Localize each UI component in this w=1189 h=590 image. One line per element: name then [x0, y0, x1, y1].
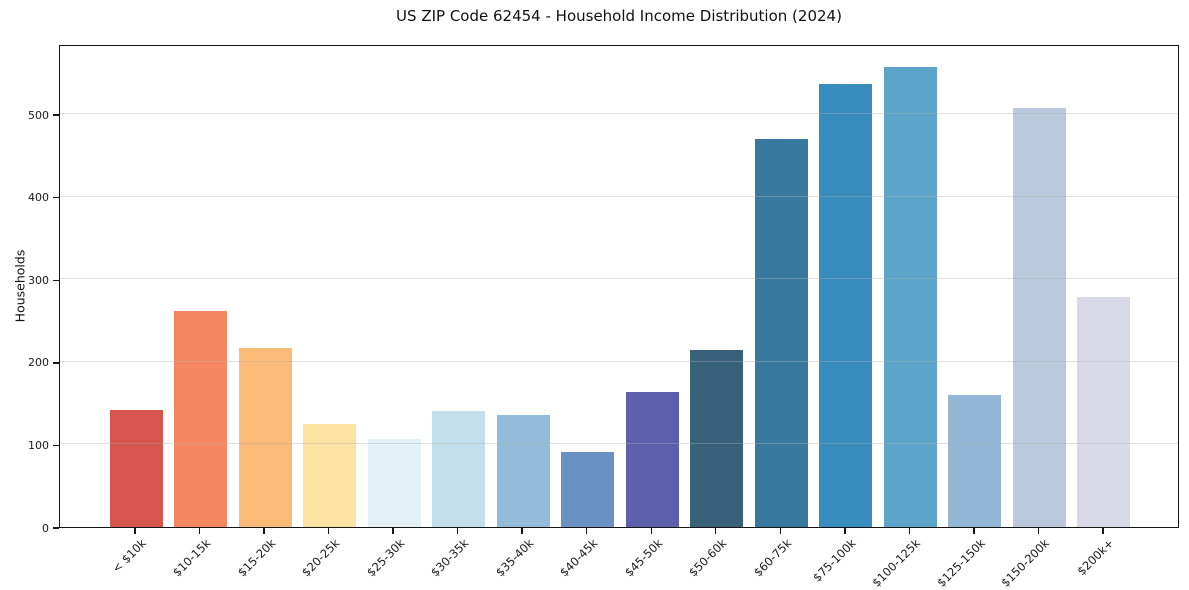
- y-tick-label-200: 200: [28, 356, 49, 370]
- x-tick-mark-15-20k: [263, 528, 265, 534]
- x-tick-mark-75-100k: [844, 528, 846, 534]
- bar-10-15k: [174, 310, 228, 527]
- x-tick-label-50-60k: $50-60k: [686, 536, 730, 580]
- x-tick-mark-200k+: [1102, 528, 1104, 534]
- x-tick-mark-40-45k: [586, 528, 588, 534]
- x-tick-label-40-45k: $40-45k: [557, 536, 601, 580]
- x-tick-mark-50-60k: [715, 528, 717, 534]
- x-tick-mark-35-40k: [521, 528, 523, 534]
- bar-75-100k: [819, 84, 873, 527]
- bar-45-50k: [625, 392, 679, 527]
- bar-15-20k: [238, 347, 292, 527]
- x-tick-mark-45-50k: [650, 528, 652, 534]
- bar-50-60k: [690, 349, 744, 527]
- bar-20-25k: [303, 423, 357, 527]
- y-tick-label-300: 300: [28, 273, 49, 287]
- bar-30-35k: [432, 410, 486, 527]
- x-tick-label-75-100k: $75-100k: [810, 536, 859, 585]
- x-tick-label-60-75k: $60-75k: [750, 536, 795, 580]
- y-tick-mark-0: [53, 527, 59, 529]
- x-tick-label-20-25k: $20-25k: [299, 536, 343, 580]
- x-tick-label-200k+: $200k+: [1074, 536, 1117, 579]
- gridline-y-100: [60, 443, 1178, 445]
- y-tick-mark-500: [53, 114, 59, 116]
- y-tick-label-400: 400: [28, 191, 49, 205]
- x-tick-label-10-15k: $10-15k: [170, 536, 214, 580]
- x-tick-mark-20-25k: [327, 528, 330, 534]
- x-tick-label-30-35k: $30-35k: [428, 536, 472, 580]
- x-tick-mark-10-15k: [198, 528, 201, 534]
- chart-title: US ZIP Code 62454 - Household Income Dis…: [396, 7, 842, 25]
- bar-100-125k: [883, 67, 937, 527]
- bar-125-150k: [948, 394, 1002, 527]
- x-tick-mark-100-125k: [908, 528, 911, 534]
- x-tick-label-10k: < $10k: [109, 536, 149, 576]
- y-tick-mark-400: [53, 197, 59, 199]
- bar-25-30k: [367, 438, 421, 527]
- x-tick-label-25-30k: $25-30k: [363, 536, 408, 580]
- y-tick-label-500: 500: [28, 108, 49, 122]
- bar-10k: [109, 409, 163, 527]
- gridline-y-300: [60, 278, 1178, 280]
- x-tick-mark-10k: [134, 528, 136, 534]
- x-tick-mark-25-30k: [392, 528, 394, 534]
- x-tick-label-125-150k: $125-150k: [934, 536, 988, 590]
- x-tick-label-35-40k: $35-40k: [492, 536, 537, 580]
- x-tick-label-15-20k: $15-20k: [234, 536, 278, 580]
- x-tick-label-150-200k: $150-200k: [998, 536, 1053, 590]
- x-tick-label-45-50k: $45-50k: [621, 536, 666, 580]
- bar-35-40k: [496, 414, 550, 527]
- y-tick-mark-300: [53, 279, 59, 281]
- x-tick-mark-150-200k: [1037, 528, 1040, 534]
- bar-150-200k: [1012, 108, 1066, 527]
- y-tick-label-0: 0: [42, 521, 49, 535]
- x-tick-mark-60-75k: [779, 528, 781, 534]
- bar-200k+: [1077, 296, 1131, 527]
- x-tick-label-100-125k: $100-125k: [869, 536, 924, 590]
- gridline-y-400: [60, 195, 1178, 197]
- bar-60-75k: [754, 138, 808, 527]
- plot-area: [59, 45, 1179, 528]
- y-tick-mark-100: [53, 444, 59, 447]
- gridline-y-200: [60, 360, 1178, 362]
- x-tick-mark-125-150k: [973, 528, 975, 534]
- x-tick-mark-30-35k: [456, 528, 459, 534]
- y-axis-label: Households: [12, 249, 28, 323]
- bar-40-45k: [561, 451, 615, 527]
- gridline-y-500: [60, 113, 1178, 115]
- y-tick-label-100: 100: [28, 438, 49, 452]
- y-tick-mark-200: [53, 362, 59, 364]
